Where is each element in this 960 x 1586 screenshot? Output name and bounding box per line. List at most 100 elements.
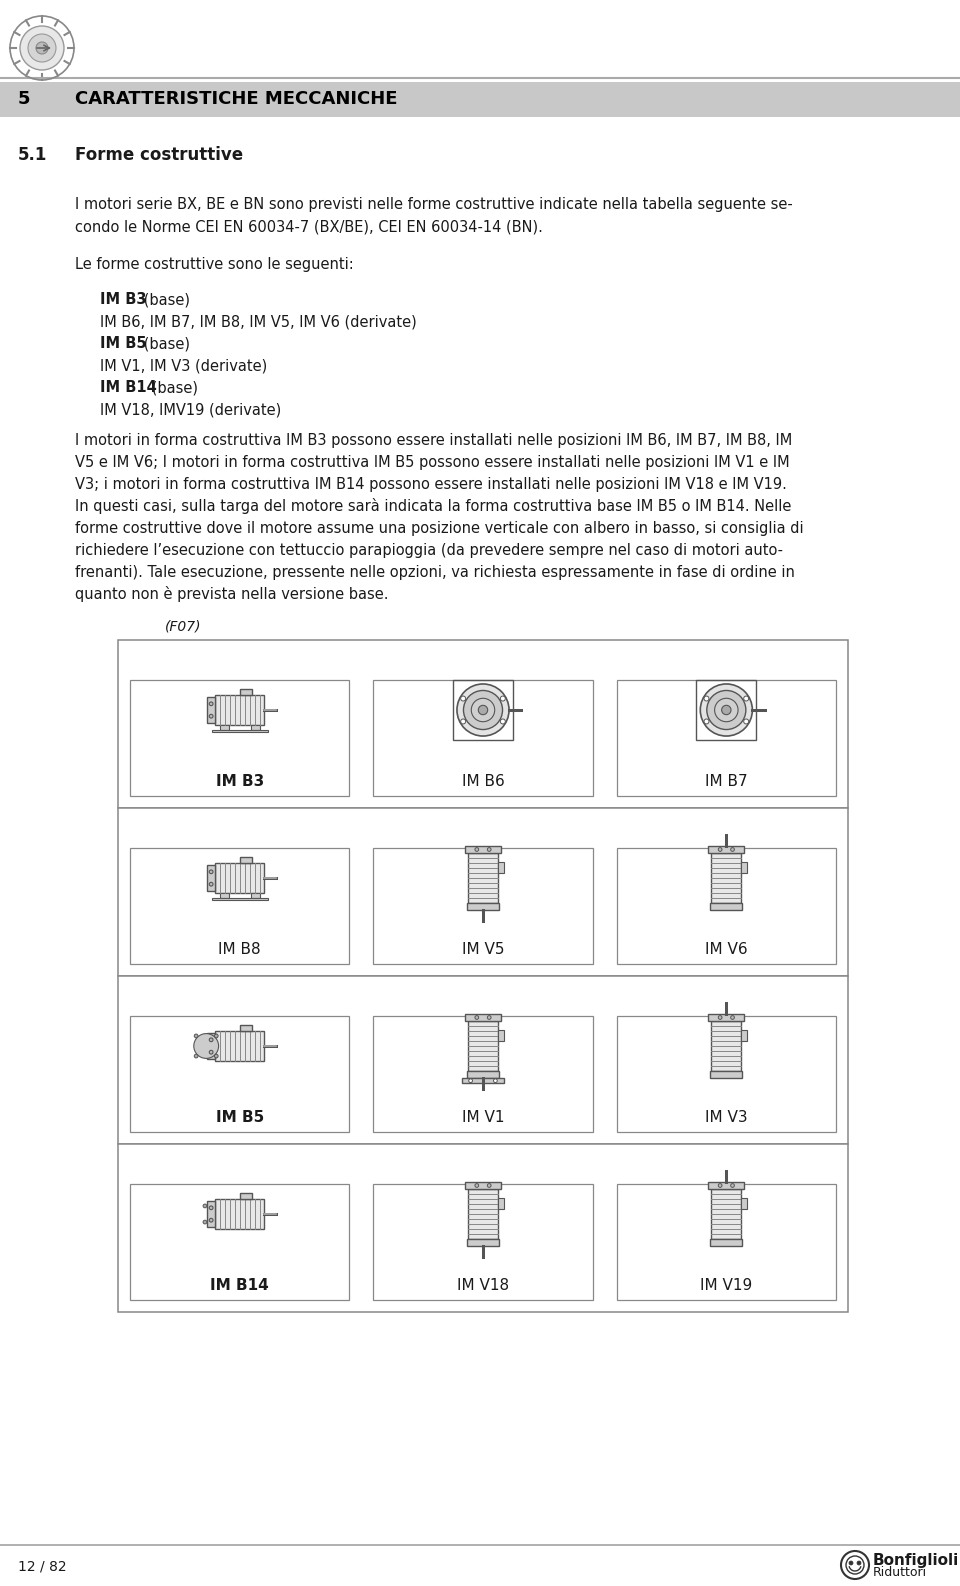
Bar	[251, 725, 260, 730]
Bar	[215, 695, 264, 725]
Bar	[708, 1013, 744, 1021]
Circle shape	[475, 1015, 479, 1020]
Bar	[118, 641, 848, 807]
Bar	[130, 680, 349, 796]
Circle shape	[214, 1034, 218, 1037]
Text: richiedere l’esecuzione con tettuccio parapioggia (da prevedere sempre nel caso : richiedere l’esecuzione con tettuccio pa…	[75, 542, 783, 558]
Bar	[212, 730, 268, 733]
Text: IM B8: IM B8	[218, 942, 261, 958]
Text: 12 / 82: 12 / 82	[18, 1561, 66, 1573]
Bar	[373, 680, 592, 796]
Text: (F07): (F07)	[165, 619, 202, 633]
Bar	[212, 898, 268, 901]
Bar	[711, 1021, 741, 1071]
Bar	[696, 680, 756, 741]
Circle shape	[194, 1055, 198, 1058]
Text: Bonfiglioli: Bonfiglioli	[873, 1553, 959, 1567]
Circle shape	[731, 1183, 734, 1188]
Bar	[240, 688, 252, 695]
Bar	[711, 853, 741, 902]
Circle shape	[475, 847, 479, 852]
Circle shape	[744, 718, 749, 723]
Circle shape	[718, 1015, 722, 1020]
Text: IM B14: IM B14	[100, 381, 156, 395]
Bar	[207, 696, 215, 723]
Bar	[465, 1182, 501, 1190]
Bar	[215, 1199, 264, 1229]
Bar	[118, 807, 848, 975]
Bar	[708, 1182, 744, 1190]
Text: IM V1: IM V1	[462, 1110, 504, 1126]
Bar	[616, 680, 836, 796]
Bar	[616, 1185, 836, 1301]
Circle shape	[488, 1015, 492, 1020]
Circle shape	[214, 1055, 218, 1058]
Bar	[710, 1071, 742, 1078]
Circle shape	[209, 1050, 213, 1055]
Bar	[373, 849, 592, 964]
Text: IM V1, IM V3 (derivate): IM V1, IM V3 (derivate)	[100, 358, 267, 373]
Bar	[207, 1201, 215, 1228]
Text: 5: 5	[18, 90, 31, 108]
Bar	[373, 1017, 592, 1132]
Circle shape	[488, 847, 492, 852]
Circle shape	[204, 1204, 206, 1209]
Circle shape	[714, 698, 738, 722]
Text: IM V19: IM V19	[700, 1278, 753, 1294]
Text: IM V3: IM V3	[705, 1110, 748, 1126]
Bar	[616, 849, 836, 964]
Circle shape	[849, 1561, 853, 1565]
Circle shape	[209, 871, 213, 874]
Bar	[498, 1197, 504, 1209]
Text: (base): (base)	[147, 381, 198, 395]
Bar	[467, 1239, 499, 1247]
Circle shape	[194, 1034, 219, 1058]
Text: In questi casi, sulla targa del motore sarà indicata la forma costruttiva base I: In questi casi, sulla targa del motore s…	[75, 498, 791, 514]
Bar	[616, 1017, 836, 1132]
Bar	[710, 902, 742, 910]
Text: (base): (base)	[139, 292, 190, 308]
Circle shape	[722, 706, 731, 715]
Circle shape	[475, 1183, 479, 1188]
Text: IM B3: IM B3	[100, 292, 147, 308]
Circle shape	[718, 1183, 722, 1188]
Circle shape	[700, 684, 753, 736]
Bar	[462, 1078, 504, 1083]
Circle shape	[843, 1553, 867, 1576]
Bar	[741, 1197, 748, 1209]
Circle shape	[209, 882, 213, 887]
Text: IM B5: IM B5	[100, 336, 147, 352]
Circle shape	[471, 698, 494, 722]
Bar	[741, 861, 748, 872]
Text: IM B5: IM B5	[216, 1110, 264, 1126]
Circle shape	[189, 1029, 224, 1063]
Bar	[711, 1190, 741, 1239]
Bar	[130, 1017, 349, 1132]
Bar	[468, 1021, 498, 1071]
Circle shape	[194, 1034, 198, 1037]
Bar	[468, 853, 498, 902]
Text: Le forme costruttive sono le seguenti:: Le forme costruttive sono le seguenti:	[75, 257, 353, 273]
Bar	[207, 864, 215, 891]
Bar	[203, 1202, 207, 1224]
Circle shape	[500, 718, 505, 723]
Bar	[465, 1013, 501, 1021]
Circle shape	[731, 1015, 734, 1020]
Text: IM B14: IM B14	[210, 1278, 269, 1294]
Bar	[498, 861, 504, 872]
Bar	[251, 893, 260, 898]
Text: 5.1: 5.1	[18, 146, 47, 163]
Bar	[710, 1239, 742, 1247]
Circle shape	[493, 1078, 497, 1083]
Bar	[708, 845, 744, 853]
Text: frenanti). Tale esecuzione, pressente nelle opzioni, va richiesta espressamente : frenanti). Tale esecuzione, pressente ne…	[75, 565, 795, 579]
Bar	[215, 1031, 264, 1061]
Circle shape	[744, 696, 749, 701]
Circle shape	[36, 41, 48, 54]
Text: quanto non è prevista nella versione base.: quanto non è prevista nella versione bas…	[75, 585, 389, 603]
Text: IM V6: IM V6	[705, 942, 748, 958]
Circle shape	[488, 1183, 492, 1188]
Circle shape	[841, 1551, 869, 1580]
Circle shape	[704, 718, 709, 723]
Bar	[130, 849, 349, 964]
